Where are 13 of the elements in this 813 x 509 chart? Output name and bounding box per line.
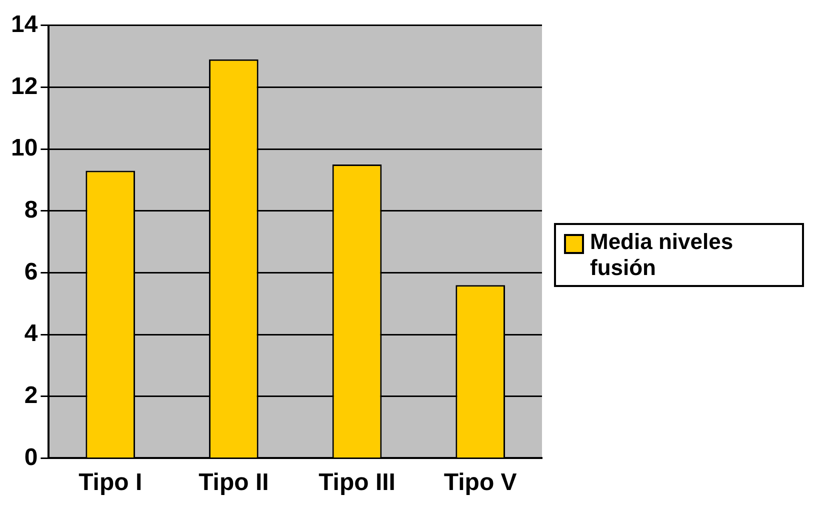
- y-tick-label: 6: [24, 258, 38, 286]
- x-tick-label: Tipo III: [318, 469, 396, 496]
- y-tick-label: 14: [10, 11, 38, 38]
- y-tick-label: 0: [24, 444, 38, 471]
- y-tick-label: 10: [10, 134, 38, 162]
- y-tick-label: 4: [24, 320, 38, 348]
- x-tick-label: Tipo I: [78, 469, 142, 496]
- y-tick-label: 8: [24, 196, 38, 224]
- y-tick-label: 12: [10, 72, 38, 100]
- x-tick-label: Tipo V: [444, 469, 517, 496]
- y-tick-label: 2: [24, 382, 38, 409]
- x-tick-label: Tipo II: [198, 469, 269, 496]
- legend-label: Media niveles fusión: [590, 228, 734, 280]
